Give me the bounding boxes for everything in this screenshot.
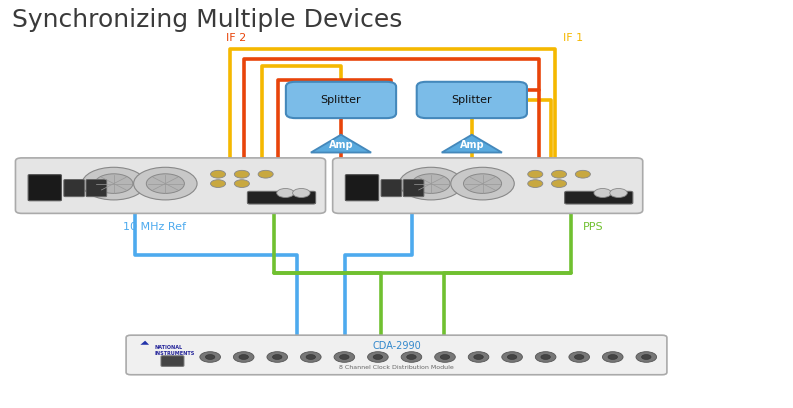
FancyBboxPatch shape bbox=[15, 158, 325, 213]
FancyBboxPatch shape bbox=[565, 191, 633, 204]
Circle shape bbox=[334, 352, 354, 362]
Polygon shape bbox=[442, 135, 502, 153]
Circle shape bbox=[576, 171, 590, 178]
Circle shape bbox=[133, 167, 197, 200]
FancyBboxPatch shape bbox=[285, 82, 396, 118]
FancyBboxPatch shape bbox=[417, 82, 527, 118]
FancyBboxPatch shape bbox=[247, 191, 316, 204]
Circle shape bbox=[594, 188, 611, 197]
Circle shape bbox=[468, 352, 488, 362]
FancyBboxPatch shape bbox=[346, 175, 379, 201]
Circle shape bbox=[146, 174, 184, 193]
Text: Amp: Amp bbox=[459, 140, 485, 150]
Circle shape bbox=[273, 355, 282, 359]
Circle shape bbox=[435, 352, 455, 362]
Circle shape bbox=[407, 355, 416, 359]
Text: 8 Channel Clock Distribution Module: 8 Channel Clock Distribution Module bbox=[339, 365, 454, 370]
Circle shape bbox=[293, 188, 310, 197]
FancyBboxPatch shape bbox=[333, 158, 642, 213]
Circle shape bbox=[473, 355, 483, 359]
Circle shape bbox=[574, 355, 584, 359]
Text: 10 MHz Ref: 10 MHz Ref bbox=[123, 222, 186, 233]
Circle shape bbox=[235, 171, 249, 178]
Text: CDA-2990: CDA-2990 bbox=[372, 341, 421, 351]
Circle shape bbox=[528, 180, 543, 188]
FancyBboxPatch shape bbox=[403, 180, 423, 197]
Circle shape bbox=[608, 355, 618, 359]
Polygon shape bbox=[311, 135, 371, 153]
Circle shape bbox=[463, 174, 501, 193]
Circle shape bbox=[306, 355, 316, 359]
Circle shape bbox=[508, 355, 517, 359]
Circle shape bbox=[235, 180, 249, 188]
Circle shape bbox=[450, 167, 514, 200]
Circle shape bbox=[610, 188, 627, 197]
Text: PPS: PPS bbox=[583, 222, 603, 233]
Circle shape bbox=[211, 171, 226, 178]
Circle shape bbox=[233, 352, 254, 362]
FancyBboxPatch shape bbox=[29, 175, 61, 201]
Circle shape bbox=[401, 352, 422, 362]
Circle shape bbox=[551, 180, 566, 188]
Circle shape bbox=[258, 171, 273, 178]
Circle shape bbox=[636, 352, 657, 362]
Circle shape bbox=[502, 352, 523, 362]
FancyBboxPatch shape bbox=[126, 335, 667, 375]
Circle shape bbox=[551, 171, 566, 178]
Circle shape bbox=[95, 174, 132, 193]
Circle shape bbox=[603, 352, 623, 362]
FancyBboxPatch shape bbox=[161, 356, 184, 366]
Circle shape bbox=[200, 352, 220, 362]
FancyBboxPatch shape bbox=[63, 180, 84, 197]
Circle shape bbox=[301, 352, 321, 362]
Circle shape bbox=[528, 171, 543, 178]
Text: Splitter: Splitter bbox=[320, 95, 362, 105]
Circle shape bbox=[277, 188, 294, 197]
Text: Splitter: Splitter bbox=[451, 95, 492, 105]
Circle shape bbox=[374, 355, 383, 359]
Circle shape bbox=[267, 352, 288, 362]
Circle shape bbox=[642, 355, 651, 359]
Circle shape bbox=[368, 352, 389, 362]
Circle shape bbox=[569, 352, 589, 362]
Circle shape bbox=[440, 355, 450, 359]
Text: Synchronizing Multiple Devices: Synchronizing Multiple Devices bbox=[12, 8, 402, 32]
Text: NATIONAL
INSTRUMENTS: NATIONAL INSTRUMENTS bbox=[155, 345, 195, 355]
Circle shape bbox=[211, 180, 226, 188]
Circle shape bbox=[82, 167, 146, 200]
Circle shape bbox=[339, 355, 349, 359]
FancyBboxPatch shape bbox=[86, 180, 106, 197]
FancyBboxPatch shape bbox=[381, 180, 401, 197]
Circle shape bbox=[205, 355, 215, 359]
Text: IF 1: IF 1 bbox=[563, 33, 583, 43]
Circle shape bbox=[239, 355, 248, 359]
Circle shape bbox=[535, 352, 556, 362]
Circle shape bbox=[412, 174, 450, 193]
Polygon shape bbox=[140, 341, 149, 345]
Circle shape bbox=[399, 167, 463, 200]
Text: IF 2: IF 2 bbox=[226, 33, 247, 43]
Text: Amp: Amp bbox=[328, 140, 354, 150]
Circle shape bbox=[541, 355, 550, 359]
